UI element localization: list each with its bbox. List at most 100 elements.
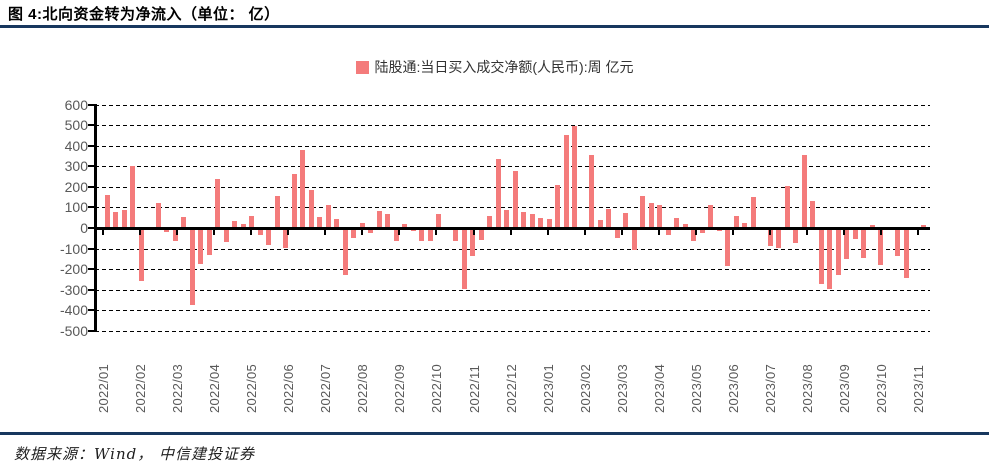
bar	[181, 217, 186, 228]
footer-divider	[0, 432, 989, 435]
y-axis-tick	[88, 124, 94, 127]
x-tick-label: 2022/02	[133, 363, 149, 413]
bar	[784, 185, 790, 228]
bar	[164, 228, 169, 233]
bar	[376, 211, 382, 228]
x-axis-tick	[176, 230, 179, 235]
x-axis-tick	[435, 230, 438, 235]
bar	[623, 213, 628, 228]
bar	[555, 184, 560, 228]
bar	[657, 205, 662, 228]
bar	[538, 217, 543, 228]
y-axis-tick	[88, 329, 94, 332]
x-tick-label: 2023/08	[799, 363, 815, 413]
legend-swatch	[355, 60, 369, 74]
bar	[189, 228, 195, 305]
bar	[818, 228, 824, 284]
bar	[155, 202, 161, 228]
y-gridline	[95, 330, 930, 332]
x-tick-label: 2023/07	[762, 363, 778, 413]
x-tick-label: 2023/05	[688, 363, 704, 413]
y-tick-label: 200	[64, 178, 88, 195]
y-tick-label: -500	[59, 322, 88, 339]
chart-legend: 陆股通:当日买入成交净额(人民币):周 亿元	[0, 58, 989, 76]
y-axis-tick	[88, 288, 94, 291]
x-tick-label: 2023/04	[651, 363, 667, 413]
x-axis-tick	[731, 230, 734, 235]
bar	[563, 134, 569, 228]
x-axis-tick	[102, 230, 104, 235]
bar	[223, 228, 229, 243]
bar	[750, 197, 756, 228]
x-axis-tick	[694, 230, 697, 235]
bar	[453, 228, 458, 242]
title-divider	[0, 25, 989, 28]
x-tick-label: 2023/09	[837, 363, 852, 413]
bar	[427, 228, 433, 241]
x-axis-tick	[657, 230, 660, 235]
bar	[461, 228, 467, 289]
x-tick-label: 2022/09	[392, 363, 408, 413]
y-gridline	[95, 269, 930, 271]
y-axis-tick	[88, 165, 94, 168]
bar	[801, 154, 807, 228]
bar	[589, 154, 594, 228]
bar	[572, 125, 577, 228]
zero-axis	[95, 227, 930, 230]
x-tick-label: 2023/10	[874, 363, 889, 413]
bar	[631, 228, 637, 250]
y-gridline	[95, 145, 930, 147]
bar	[810, 200, 815, 228]
bar	[402, 223, 407, 228]
x-axis-tick	[768, 230, 771, 235]
bar	[742, 223, 747, 228]
bar	[521, 212, 526, 228]
bar	[342, 228, 348, 275]
bar	[495, 159, 501, 228]
bar	[699, 228, 705, 233]
x-axis-tick	[287, 230, 290, 235]
y-gridline	[95, 166, 930, 168]
bar	[487, 215, 492, 228]
x-tick-label: 2022/07	[318, 363, 334, 413]
bar	[104, 195, 110, 228]
y-axis-tick	[88, 227, 94, 229]
bar	[419, 228, 424, 242]
bar	[606, 209, 611, 228]
bar	[691, 228, 696, 242]
bar	[597, 219, 603, 228]
x-axis-tick	[472, 230, 475, 235]
bar	[648, 202, 654, 228]
x-tick-label: 2023/02	[577, 363, 593, 413]
bar	[674, 217, 679, 228]
x-axis-tick	[620, 230, 623, 235]
bar	[869, 224, 875, 228]
bar	[300, 150, 305, 228]
x-axis-tick	[805, 230, 808, 235]
bar	[385, 213, 390, 228]
bar	[215, 179, 220, 228]
y-tick-label: 400	[64, 137, 88, 154]
x-axis-tick	[880, 230, 882, 235]
bar	[232, 220, 237, 228]
x-tick-label: 2022/04	[207, 363, 223, 413]
bar	[844, 228, 849, 259]
y-gridline	[95, 310, 930, 312]
y-gridline	[95, 248, 930, 250]
y-axis-tick	[88, 103, 94, 106]
x-tick-label: 2022/11	[466, 364, 482, 413]
bar	[614, 228, 620, 239]
x-tick-label: 2022/06	[281, 363, 297, 413]
bar	[895, 228, 900, 256]
y-tick-label: -100	[59, 240, 88, 257]
y-axis-tick	[88, 309, 94, 312]
y-axis-tick	[88, 144, 94, 147]
x-axis-tick	[398, 230, 401, 235]
y-axis-tick	[88, 206, 94, 209]
y-tick-label: -400	[59, 302, 88, 319]
bar	[317, 217, 322, 228]
bar	[827, 228, 832, 289]
bar	[359, 223, 365, 228]
